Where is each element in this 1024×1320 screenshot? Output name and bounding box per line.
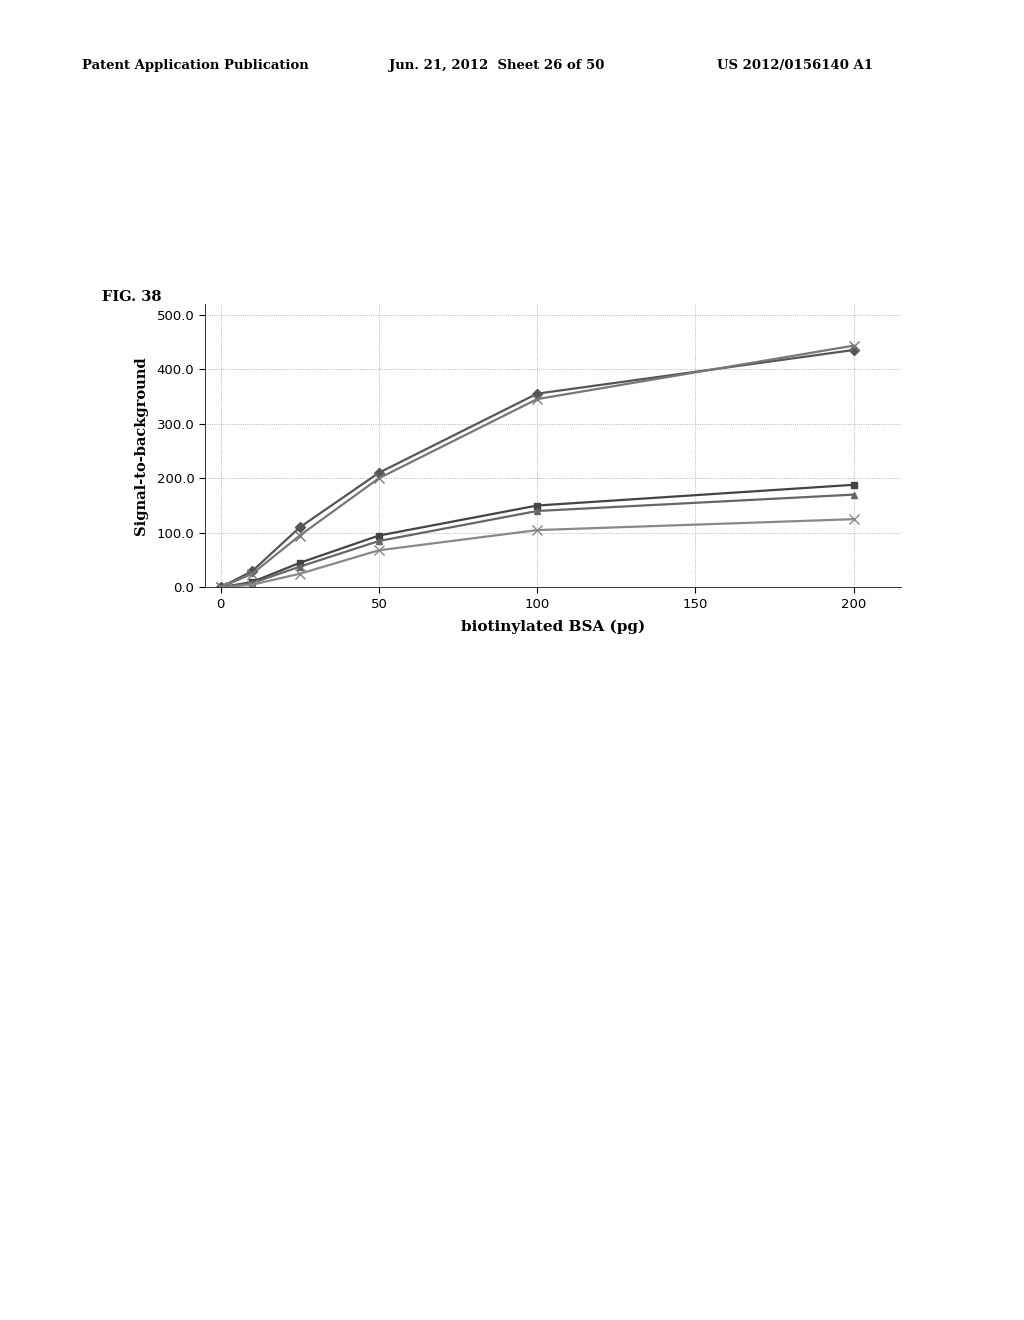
Text: Patent Application Publication: Patent Application Publication [82, 59, 308, 73]
Text: US 2012/0156140 A1: US 2012/0156140 A1 [717, 59, 872, 73]
Text: FIG. 38: FIG. 38 [102, 290, 162, 305]
Y-axis label: Signal-to-background: Signal-to-background [134, 356, 148, 535]
Text: Jun. 21, 2012  Sheet 26 of 50: Jun. 21, 2012 Sheet 26 of 50 [389, 59, 604, 73]
X-axis label: biotinylated BSA (pg): biotinylated BSA (pg) [461, 619, 645, 634]
